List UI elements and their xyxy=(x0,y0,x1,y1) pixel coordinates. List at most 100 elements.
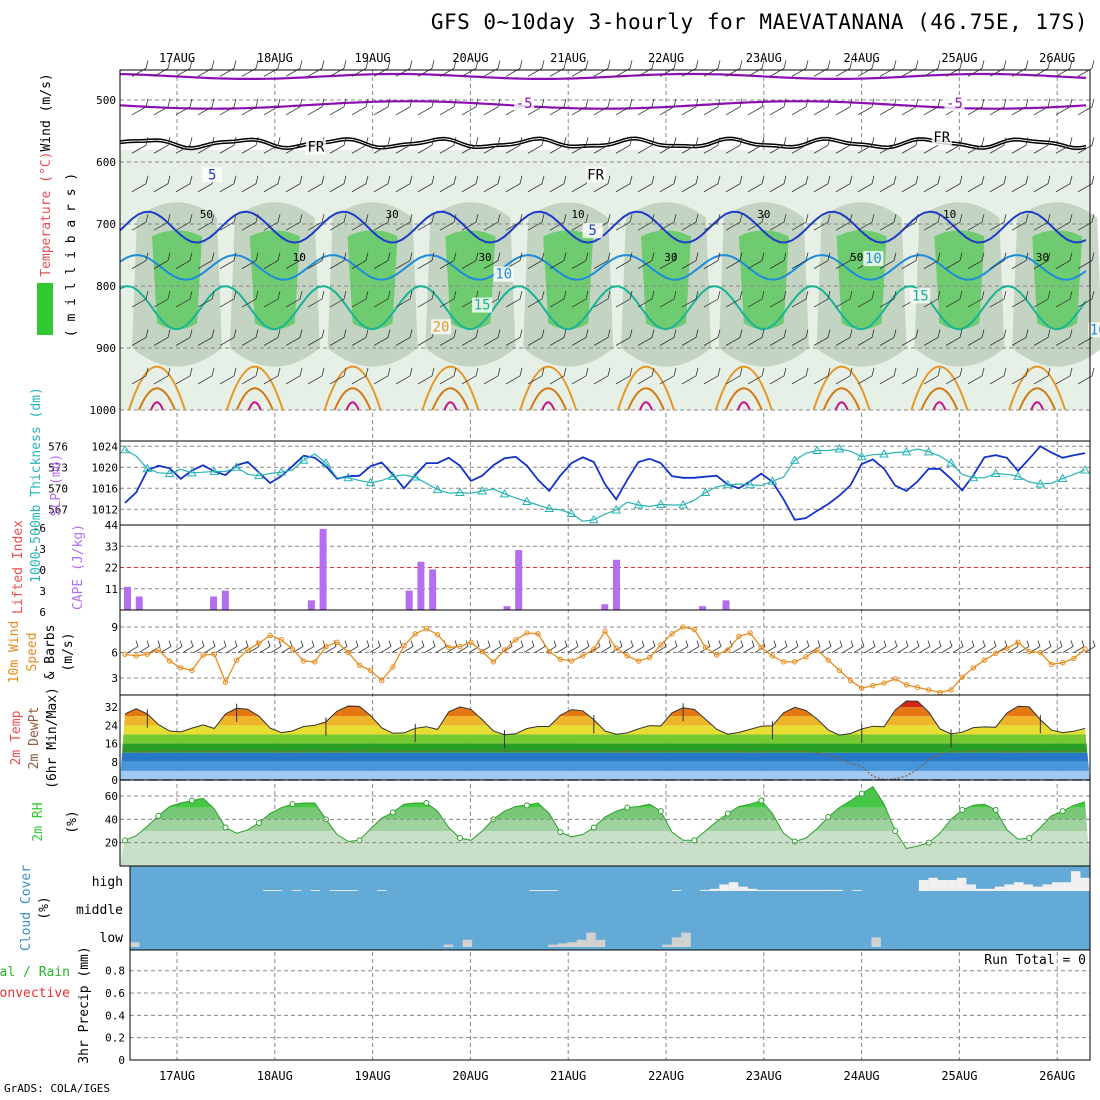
wind-barb xyxy=(1055,214,1073,231)
wind-barb xyxy=(263,137,281,154)
wind-barb xyxy=(1055,98,1073,116)
contour-label: 10 xyxy=(1090,322,1100,338)
wind-speed-marker xyxy=(200,652,206,658)
temp-tick: 8 xyxy=(111,756,118,769)
upper-air-units: ( m i l l i b a r s ) xyxy=(64,173,79,337)
wind-barb xyxy=(813,137,831,154)
contour-label: 10 xyxy=(495,267,512,283)
wind-barb xyxy=(351,252,369,269)
wind-barb xyxy=(637,137,655,154)
wind-barb xyxy=(505,329,523,346)
wind-barb xyxy=(923,175,941,193)
wind-barb xyxy=(329,329,347,346)
wind-barb xyxy=(725,175,743,193)
wind-barb xyxy=(241,60,259,77)
wind-barb xyxy=(637,329,655,346)
wind-speed-marker xyxy=(948,687,954,693)
surface-wind-barb xyxy=(270,640,282,653)
wind-barb xyxy=(637,367,655,385)
wind-speed-marker xyxy=(245,647,251,653)
wind-speed-marker xyxy=(870,682,876,689)
wind-barb xyxy=(1033,175,1051,193)
rh-shading-high xyxy=(934,230,985,330)
wind-barb xyxy=(549,367,567,385)
wind-barb xyxy=(307,252,325,269)
cape-tick: 44 xyxy=(105,519,119,532)
wind-barb xyxy=(241,214,259,231)
surface-wind-barb xyxy=(171,640,183,653)
cape-ylabels: Lifted Index CAPE (J/kg) xyxy=(11,520,86,614)
rh-shading-high xyxy=(836,230,887,330)
date-label-bottom: 17AUG xyxy=(159,1069,195,1083)
wind-barb xyxy=(571,367,589,385)
cape-tick: 11 xyxy=(105,583,118,596)
wind-barb xyxy=(747,290,765,308)
rh-contour-label: 10 xyxy=(943,208,956,221)
thickness-marker xyxy=(588,514,599,524)
wind-barb xyxy=(571,98,589,116)
wind-barb xyxy=(659,60,677,77)
rh-contour-label: 30 xyxy=(478,251,491,264)
wind-barb xyxy=(703,175,721,193)
cape-bar xyxy=(503,606,511,610)
rh-marker xyxy=(758,797,765,804)
wind-barb xyxy=(395,290,413,308)
thickness-marker xyxy=(432,484,443,494)
cloud-high-bar xyxy=(918,880,929,891)
wind-barb xyxy=(505,214,523,231)
wind-barb xyxy=(351,60,369,77)
wind-barb xyxy=(593,98,611,116)
surface-wind-barb xyxy=(204,640,216,653)
wind-speed-marker xyxy=(892,676,898,682)
wind-barb xyxy=(901,60,919,77)
surface-wind-barb xyxy=(248,640,260,653)
wind-speed-marker xyxy=(345,649,351,656)
wind-speed-marker xyxy=(646,654,653,661)
contour-label-bg xyxy=(202,167,223,183)
wind-barb xyxy=(131,175,149,193)
cloud-high-bar xyxy=(738,886,748,891)
thickness-marker xyxy=(566,508,577,517)
thickness-marker xyxy=(789,455,800,464)
wind-barb xyxy=(1011,329,1029,346)
wind-barb xyxy=(307,98,325,116)
thickness-marker xyxy=(521,496,532,506)
pressure-tick: 800 xyxy=(96,280,116,293)
wind-barb xyxy=(483,137,501,154)
rh-contour-label: 10 xyxy=(293,251,306,264)
wind-speed-marker xyxy=(780,659,787,665)
wind-barb xyxy=(351,290,369,308)
chart-title: GFS 0~10day 3-hourly for MAEVATANANA (46… xyxy=(430,10,1088,34)
ylabel-cloud: Cloud Cover xyxy=(19,865,34,951)
surface-wind-barb xyxy=(952,640,964,653)
cloud-high-bar xyxy=(823,889,834,891)
contour-20c xyxy=(714,365,773,411)
contour-25c xyxy=(1018,387,1057,411)
cloud-low-bar xyxy=(871,937,881,947)
li-tick: -6 xyxy=(33,522,46,535)
contour-label: 5 xyxy=(208,167,216,183)
wind-barb xyxy=(857,60,875,77)
rh-marker xyxy=(222,824,229,831)
wind-barb xyxy=(571,329,589,346)
wind-barb xyxy=(615,367,633,385)
wind-barb xyxy=(945,329,963,346)
wind-speed-marker xyxy=(792,659,798,665)
wind-barb xyxy=(571,60,589,77)
cloud-high-bar xyxy=(966,884,976,891)
wind-speed-marker xyxy=(691,626,698,633)
wind-barb xyxy=(835,329,853,346)
wind-barb xyxy=(703,137,721,154)
rh-shading-high xyxy=(445,230,496,330)
cloud-high-bar xyxy=(1004,884,1014,891)
wind-barb xyxy=(681,290,699,308)
wind-barb xyxy=(615,98,633,116)
ylabel-rh2m: 2m RH xyxy=(31,802,46,841)
temp-band xyxy=(120,734,1090,744)
wind-barb xyxy=(395,214,413,231)
wind-barb xyxy=(659,98,677,116)
wind-ylabels: 10m Wind Speed & Barbs (m/s) xyxy=(7,621,76,684)
wind-speed-marker xyxy=(356,662,363,668)
surface-wind-barb xyxy=(1029,640,1041,653)
wind-speed-marker xyxy=(390,664,396,670)
